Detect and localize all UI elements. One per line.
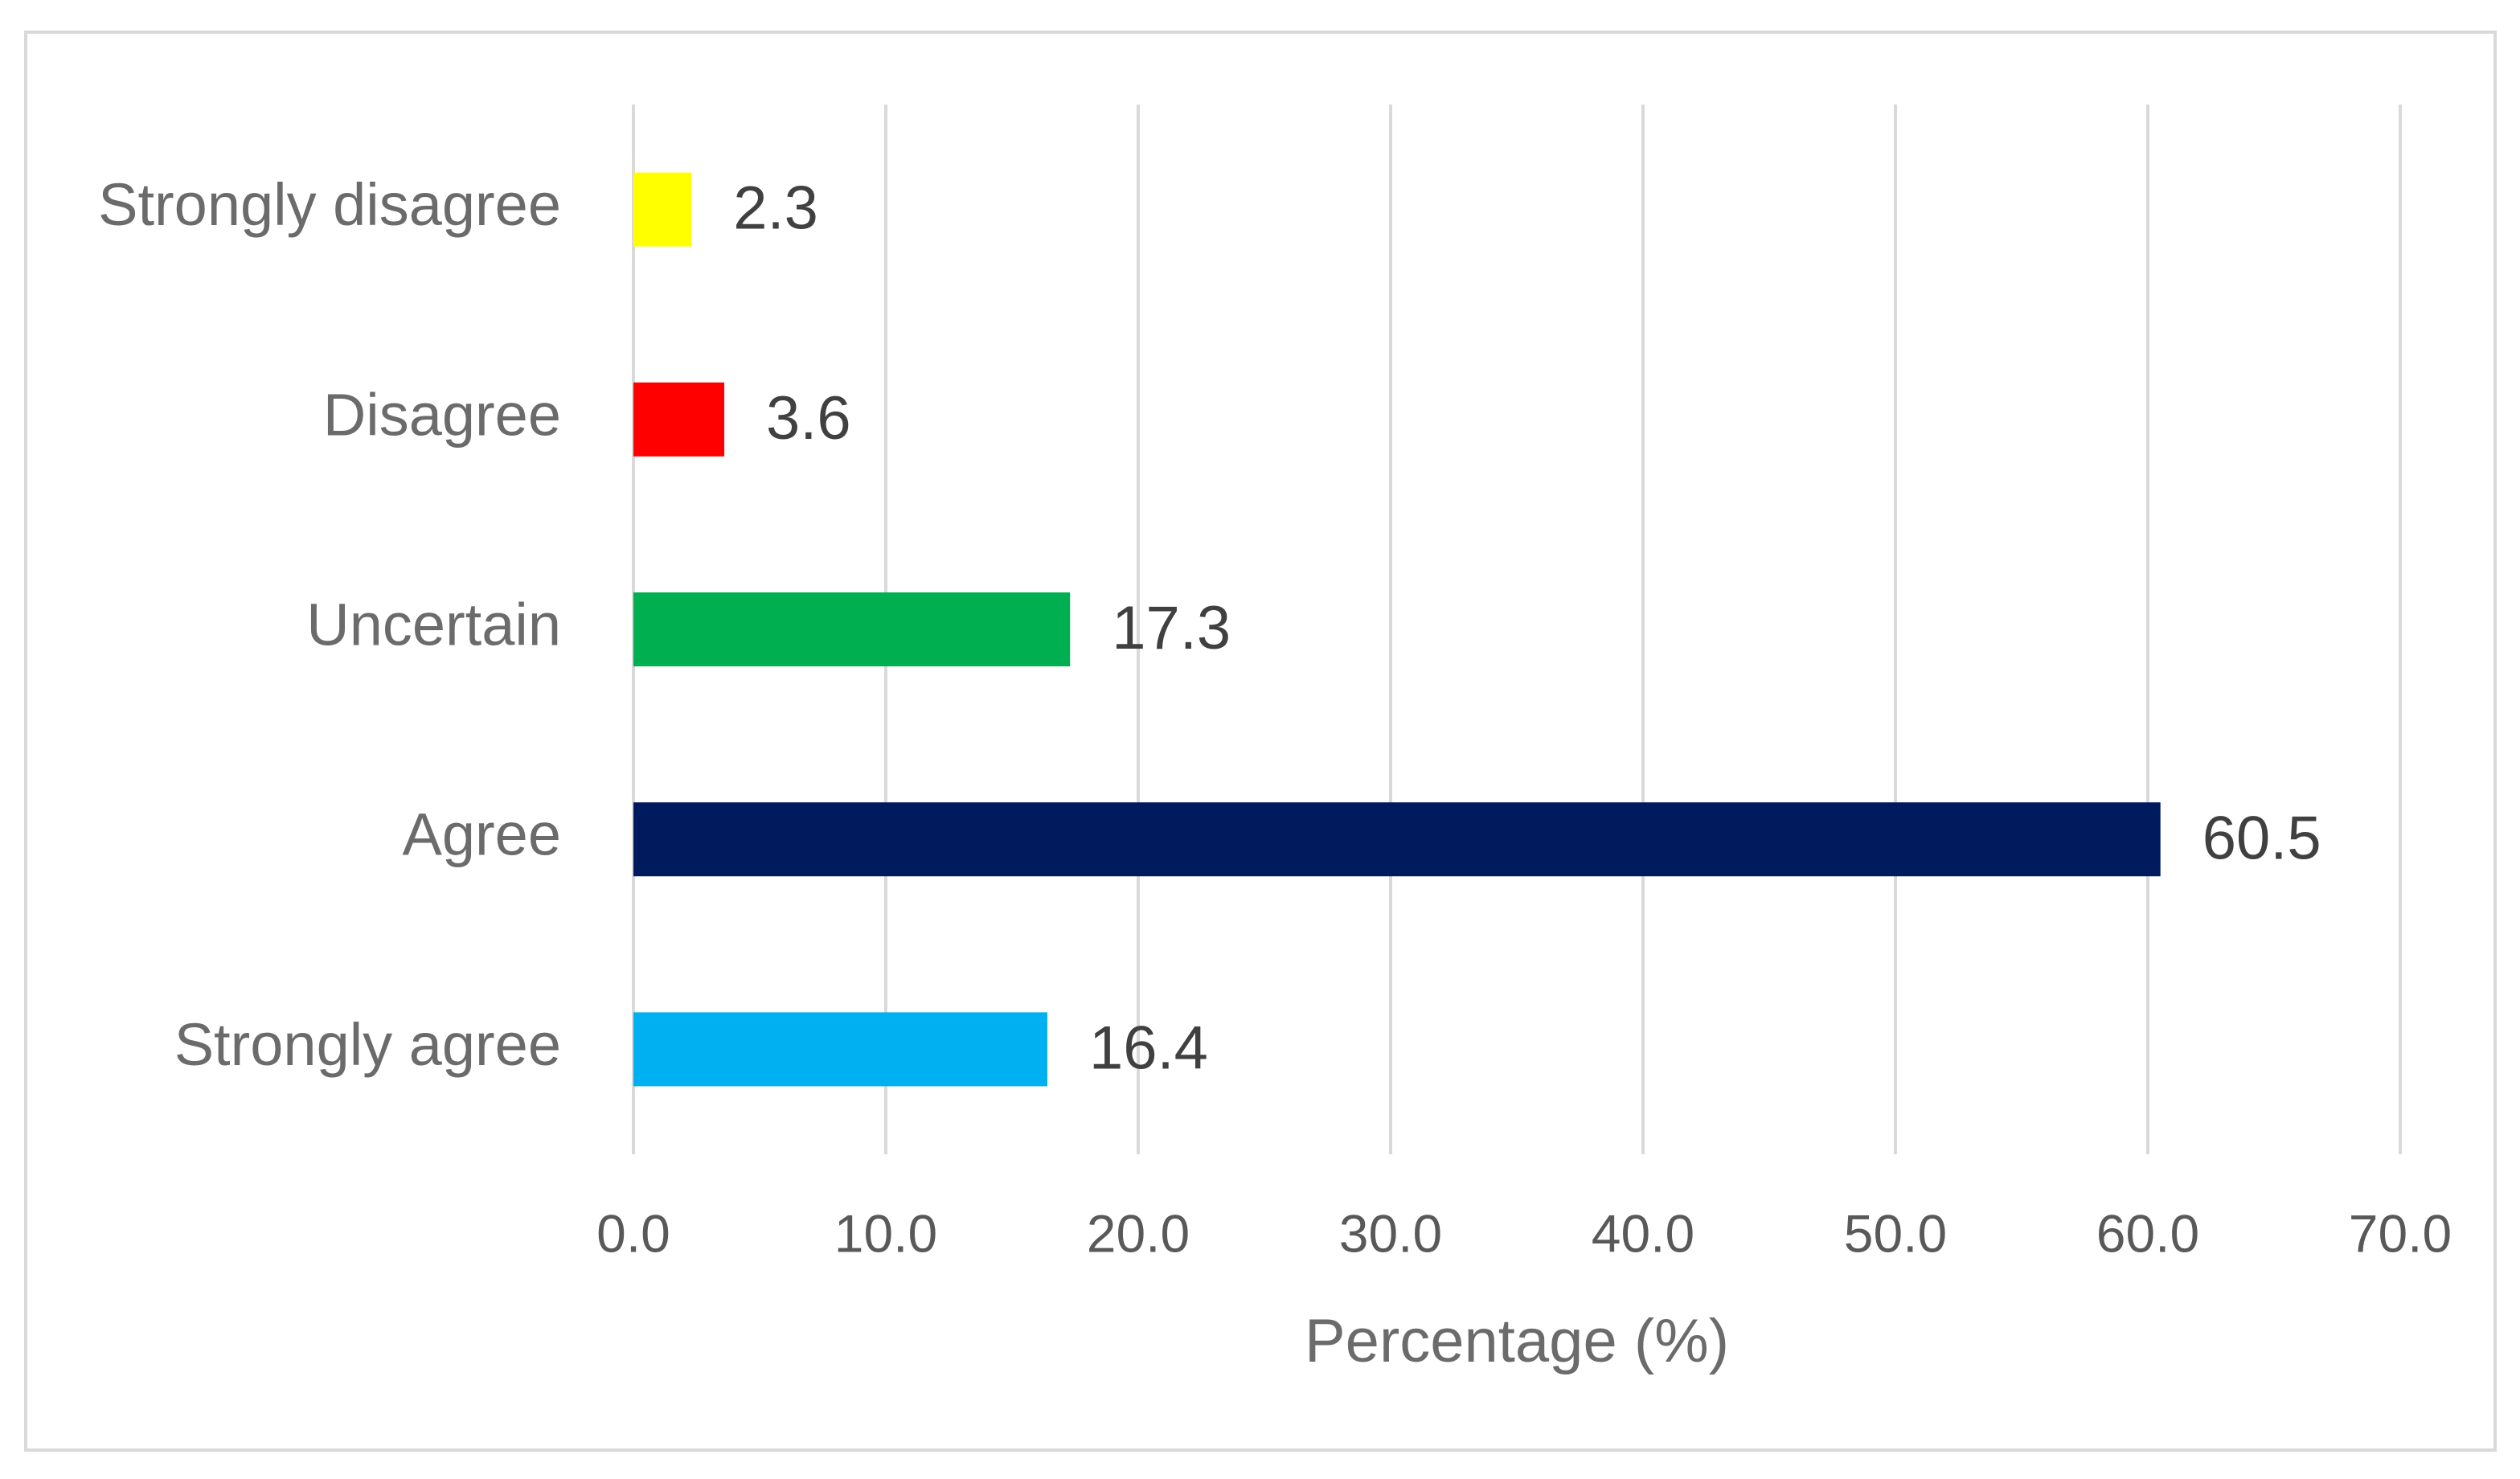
bar [633,172,692,247]
x-tick-label: 30.0 [1339,1203,1442,1263]
y-tick-label: Strongly disagree [98,171,561,238]
bar [633,802,2161,877]
x-axis-title: Percentage (%) [1305,1307,1729,1375]
x-tick-label: 50.0 [1844,1203,1947,1263]
chart-border [24,31,2497,1452]
x-tick-label: 10.0 [834,1203,937,1263]
x-tick-label: 0.0 [596,1203,670,1263]
value-label: 60.5 [2202,804,2321,872]
y-tick-label: Strongly agree [174,1011,561,1078]
x-tick-label: 40.0 [1592,1203,1694,1263]
value-label: 17.3 [1112,594,1231,662]
x-tick-label: 60.0 [2096,1203,2199,1263]
bar [633,1012,1047,1087]
bar [633,592,1071,666]
value-label: 3.6 [766,384,851,453]
value-label: 2.3 [733,174,818,243]
x-tick-label: 20.0 [1087,1203,1190,1263]
value-label: 16.4 [1089,1014,1208,1082]
bar [633,382,725,457]
y-tick-label: Disagree [323,381,561,448]
x-tick-label: 70.0 [2349,1203,2452,1263]
y-tick-label: Uncertain [306,592,561,658]
y-tick-label: Agree [403,801,561,868]
